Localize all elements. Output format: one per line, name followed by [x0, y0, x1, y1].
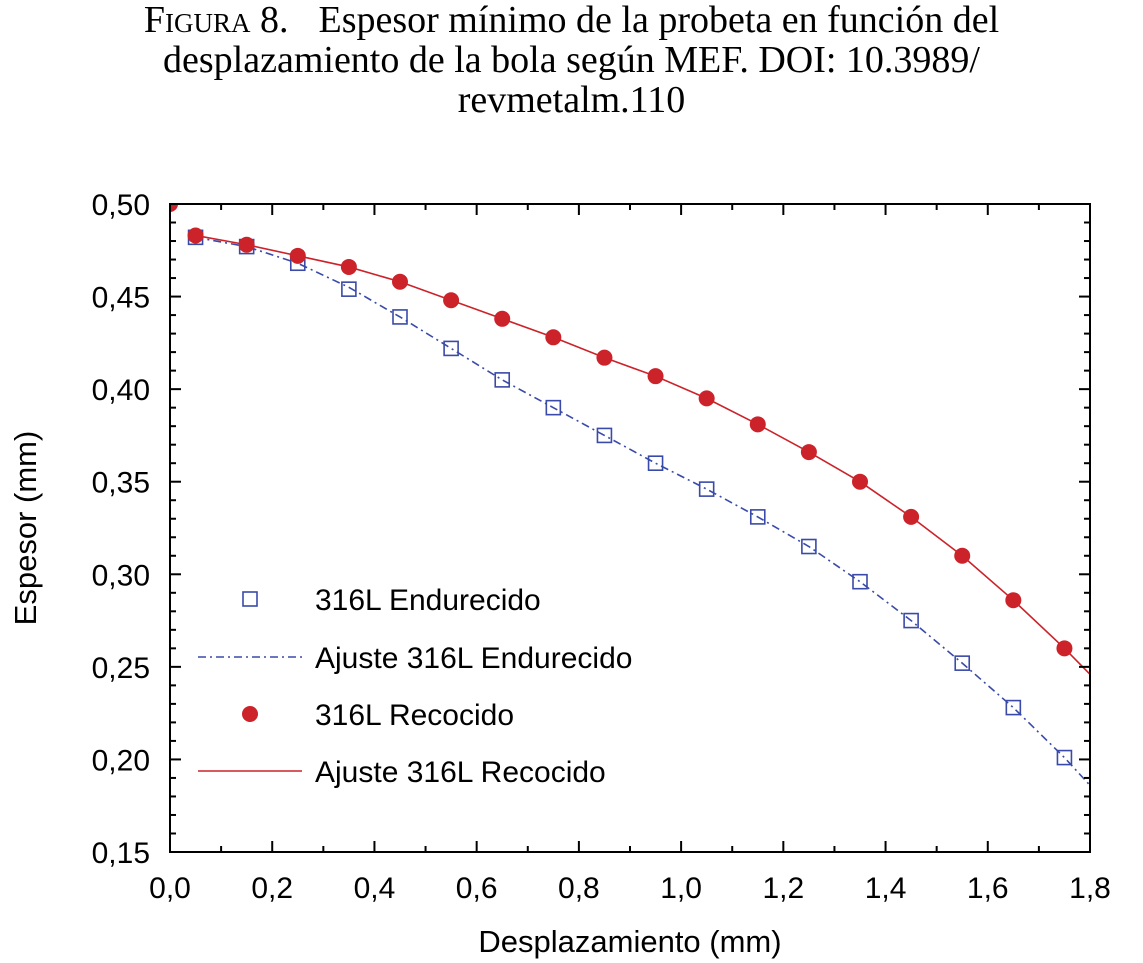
figure-caption: Figura 8. Espesor mínimo de la probeta en…	[0, 0, 1143, 120]
data-point	[954, 547, 971, 564]
x-tick-label: 1,8	[1069, 872, 1111, 905]
legend: 316L Endurecido Ajuste 316L Endurecido 316…	[198, 584, 632, 789]
data-point	[494, 372, 511, 388]
data-point	[443, 292, 460, 309]
data-point	[494, 310, 511, 327]
y-tick-label: 0,45	[92, 282, 150, 315]
data-point	[238, 236, 255, 253]
x-tick-label: 0,8	[558, 872, 600, 905]
caption-line-1: Figura 8. Espesor mínimo de la probeta en…	[0, 0, 1143, 40]
legend-marker	[242, 706, 258, 722]
plot-frame	[169, 203, 1091, 853]
data-point	[647, 455, 664, 472]
data-point	[392, 273, 408, 290]
y-tick-label: 0,30	[92, 559, 150, 592]
caption-text-1: Espesor mínimo de la probeta en función …	[318, 0, 1000, 41]
data-point	[596, 427, 613, 444]
legend-label: 316L Endurecido	[315, 584, 541, 617]
legend-label: 316L Recocido	[315, 699, 514, 732]
data-point	[170, 204, 178, 212]
data-point	[340, 258, 357, 275]
data-point	[545, 329, 562, 346]
data-point	[903, 612, 919, 629]
data-point	[1005, 699, 1022, 716]
series-line	[195, 236, 1090, 786]
legend-label: Ajuste 316L Endurecido	[315, 642, 632, 675]
axes-layer: 0,0 0,2 0,4 0,6 0,8 1,0 1,2 1,4 1,6 1,8 0,15 0,20 0,…	[92, 189, 1111, 905]
caption-line-3: revmetalm.110	[457, 79, 686, 121]
data-point	[903, 508, 920, 525]
x-tick-label: 1,2	[762, 872, 804, 905]
x-axis-title: Desplazamiento (mm)	[478, 924, 781, 959]
data-point	[1056, 749, 1073, 766]
data-point	[749, 416, 766, 433]
x-tick-label: 1,4	[865, 872, 907, 905]
x-tick-label: 1,6	[967, 872, 1009, 905]
data-point	[852, 573, 868, 590]
data-point	[1056, 640, 1073, 657]
data-point	[187, 227, 204, 244]
legend-marker	[242, 591, 258, 607]
x-tick-label: 1,0	[660, 872, 702, 905]
marks-layer	[170, 204, 1090, 786]
data-point	[596, 349, 613, 366]
data-point	[801, 538, 817, 555]
legend-label: Ajuste 316L Recocido	[315, 756, 606, 789]
y-tick-label: 0,50	[92, 189, 150, 222]
data-point	[341, 281, 357, 297]
data-point	[852, 473, 868, 490]
y-tick-label: 0,40	[92, 374, 150, 407]
y-axis-title: Espesor (mm)	[8, 431, 43, 626]
data-point	[698, 390, 715, 407]
data-point	[392, 309, 408, 325]
data-point	[647, 368, 664, 385]
y-tick-label: 0,25	[92, 652, 150, 685]
caption-line-2: desplazamiento de la bola según MEF. DOI…	[163, 39, 980, 81]
data-point	[800, 444, 817, 461]
x-tick-label: 0,4	[354, 872, 396, 905]
y-tick-label: 0,15	[92, 837, 150, 870]
data-point	[749, 509, 766, 525]
caption-label: Figura 8.	[143, 0, 289, 41]
y-tick-label: 0,35	[92, 467, 150, 500]
x-tick-label: 0,0	[149, 872, 191, 905]
data-point	[698, 481, 715, 497]
data-point	[545, 399, 562, 416]
y-tick-label: 0,20	[92, 744, 150, 777]
x-tick-label: 0,6	[456, 872, 498, 905]
data-point	[954, 655, 971, 671]
data-point	[443, 340, 459, 357]
data-point	[289, 247, 306, 264]
data-point	[1005, 592, 1022, 609]
x-tick-label: 0,2	[251, 872, 293, 905]
